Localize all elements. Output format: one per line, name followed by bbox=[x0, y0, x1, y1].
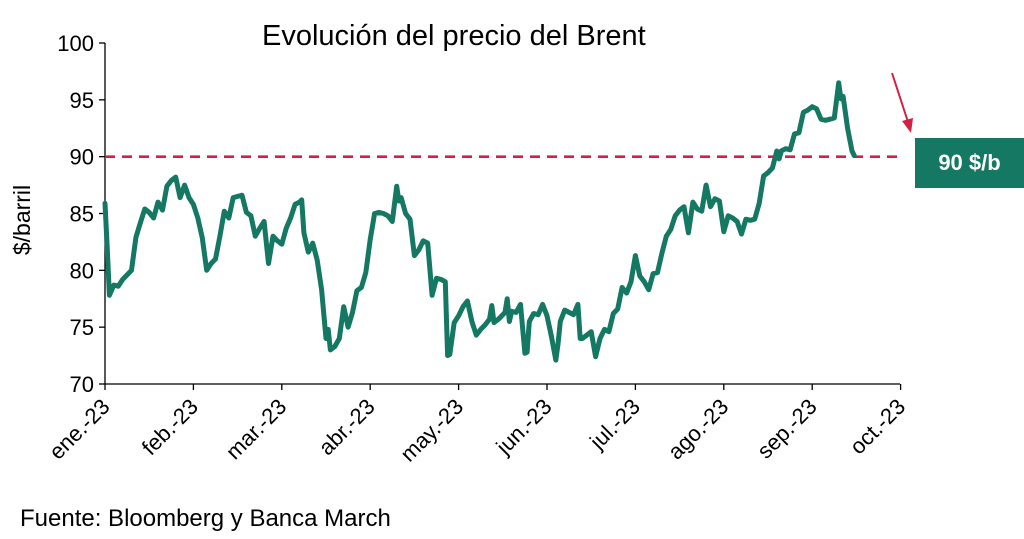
y-tick-label: 100 bbox=[57, 31, 94, 56]
x-tick-label: jul.-23 bbox=[584, 394, 645, 455]
x-axis: ene.-23 feb.-23 mar.-23 abr.-23 may.-23 jun.-… bbox=[44, 383, 910, 467]
x-tick-label: sep.-23 bbox=[752, 394, 822, 464]
x-tick-label: mar.-23 bbox=[221, 394, 291, 464]
x-tick-label: feb.-23 bbox=[137, 394, 203, 460]
x-tick-label: ene.-23 bbox=[44, 394, 114, 464]
x-tick-label: ago.-23 bbox=[663, 394, 733, 464]
y-tick-label: 70 bbox=[70, 372, 94, 397]
x-tick-label: jun.-23 bbox=[491, 394, 557, 460]
y-axis-label: $/barril bbox=[9, 185, 35, 255]
price-badge: 90 $/b bbox=[915, 138, 1024, 188]
y-tick-label: 75 bbox=[70, 315, 94, 340]
arrow-shaft bbox=[891, 72, 910, 126]
chart-title: Evolución del precio del Brent bbox=[262, 20, 646, 52]
y-tick-label: 80 bbox=[70, 258, 94, 283]
series-line-brent bbox=[102, 80, 857, 363]
x-tick-label: oct.-23 bbox=[845, 394, 910, 459]
x-tick-label: abr.-23 bbox=[314, 394, 380, 460]
y-tick-label: 95 bbox=[70, 88, 94, 113]
arrow-icon bbox=[891, 72, 913, 133]
source-note: Fuente: Bloomberg y Banca March bbox=[20, 505, 391, 532]
y-tick-label: 90 bbox=[70, 145, 94, 170]
y-tick-label: 85 bbox=[70, 202, 94, 227]
y-axis: 70 75 80 85 90 95 100 bbox=[57, 31, 106, 397]
arrow-head bbox=[902, 118, 913, 133]
x-tick-label: may.-23 bbox=[395, 394, 468, 467]
